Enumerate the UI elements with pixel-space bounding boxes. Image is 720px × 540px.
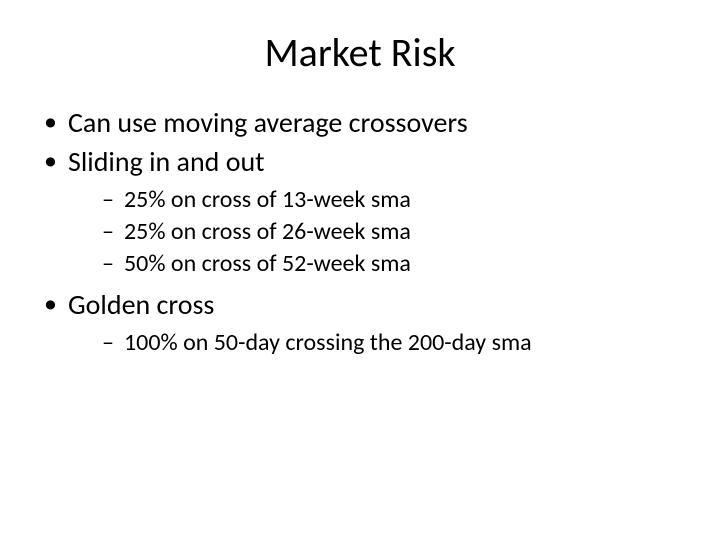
bullet-item: Can use moving average crossovers [40, 105, 680, 140]
sub-bullet-list: 100% on 50-day crossing the 200-day sma [68, 328, 680, 358]
bullet-item: Sliding in and out 25% on cross of 13-we… [40, 144, 680, 279]
bullet-text: Golden cross [68, 287, 214, 322]
bullet-item: Golden cross 100% on 50-day crossing the… [40, 287, 680, 358]
bullet-list: Can use moving average crossovers Slidin… [40, 105, 680, 358]
sub-bullet-item: 25% on cross of 13-week sma [102, 185, 680, 215]
sub-bullet-list: 25% on cross of 13-week sma 25% on cross… [68, 185, 680, 279]
sub-bullet-item: 100% on 50-day crossing the 200-day sma [102, 328, 680, 358]
sub-bullet-item: 25% on cross of 26-week sma [102, 217, 680, 247]
slide: Market Risk Can use moving average cross… [0, 0, 720, 540]
slide-body: Can use moving average crossovers Slidin… [0, 87, 720, 358]
sub-bullet-item: 50% on cross of 52-week sma [102, 249, 680, 279]
slide-title: Market Risk [0, 0, 720, 87]
bullet-text: Sliding in and out [68, 144, 265, 179]
